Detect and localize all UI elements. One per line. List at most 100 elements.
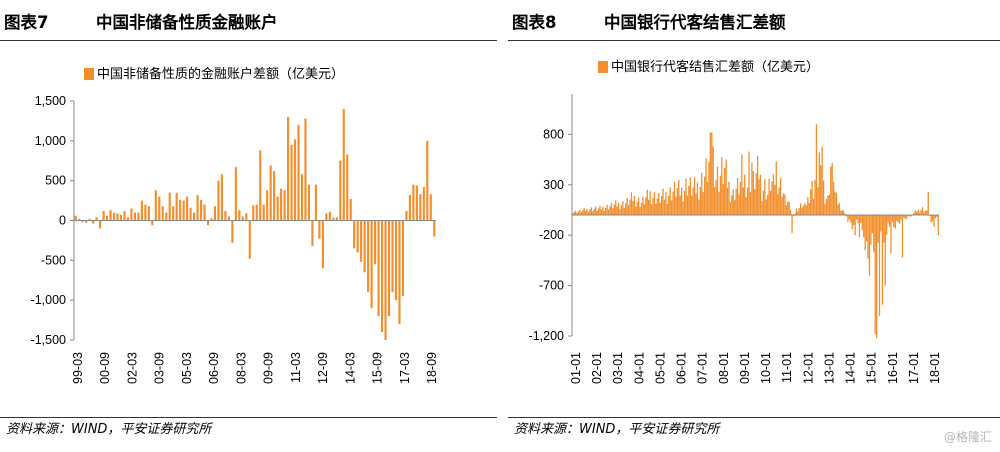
figure-number: 图表8 [512, 13, 557, 32]
bar [213, 206, 217, 221]
bar [716, 166, 719, 215]
bar [771, 181, 773, 215]
bar [630, 192, 633, 215]
x-tick-label: 17-03 [398, 352, 412, 384]
bar [203, 204, 206, 221]
bar [328, 211, 331, 221]
bar [297, 124, 300, 221]
bar [914, 210, 916, 215]
figure-title: 图表8 中国银行代客结售汇差额 [512, 8, 786, 38]
y-tick-label: 1,500 [35, 94, 66, 108]
bar [703, 176, 706, 215]
bar [255, 204, 258, 221]
bar [893, 215, 895, 228]
bar [283, 190, 286, 221]
bar [765, 199, 767, 215]
bar [603, 210, 605, 215]
bar [610, 202, 613, 215]
bar [832, 181, 835, 215]
watermark: @格隆汇 [943, 430, 992, 444]
y-tick-label: 300 [543, 178, 564, 192]
bar [620, 205, 623, 215]
bar [622, 201, 624, 215]
bar [738, 194, 740, 215]
bar [363, 220, 366, 273]
bar [772, 174, 775, 215]
bar [119, 214, 123, 221]
bar [810, 189, 812, 215]
bar [314, 184, 317, 221]
bar [266, 190, 269, 221]
bar [384, 220, 387, 340]
bar [821, 146, 823, 215]
bar [850, 215, 852, 223]
bar [695, 193, 697, 215]
bar [648, 199, 650, 215]
bar [714, 187, 716, 215]
bar [725, 159, 727, 215]
bar [586, 208, 588, 215]
bar [144, 204, 147, 221]
bar [625, 203, 627, 215]
legend: 中国非储备性质的金融账户差额（亿美元） [84, 66, 344, 82]
bar [904, 215, 906, 219]
bar [617, 202, 620, 215]
bar [784, 194, 786, 215]
bar [874, 215, 876, 334]
bar [356, 220, 359, 253]
bar [259, 150, 262, 221]
bar [426, 140, 429, 221]
bar [577, 211, 580, 215]
bar [606, 204, 608, 215]
x-tick-label: 05-01 [653, 352, 667, 384]
bar [133, 212, 136, 221]
bar [227, 216, 230, 221]
bar [590, 207, 592, 215]
bar [777, 194, 779, 215]
bar [865, 215, 868, 242]
bar [792, 215, 795, 217]
bar [652, 197, 654, 215]
bar [582, 210, 584, 215]
bar [907, 215, 909, 217]
legend-label: 中国银行代客结售汇差额（亿美元） [611, 59, 819, 75]
bar [920, 209, 922, 215]
bar [78, 218, 81, 221]
bar [593, 208, 595, 215]
bar [788, 201, 790, 215]
bar [300, 174, 304, 221]
bar [897, 215, 899, 223]
bar [335, 217, 338, 221]
bar [574, 210, 577, 215]
bar [374, 220, 377, 265]
bar [179, 199, 182, 221]
bar-chart: 中国银行代客结售汇差额（亿美元） 800 300 -200 -700 -1,200 01-0… [529, 59, 942, 384]
bar [769, 190, 772, 215]
bar [927, 191, 929, 215]
bar [887, 215, 889, 224]
bar [820, 165, 822, 215]
bar [745, 197, 747, 215]
bar [584, 210, 587, 215]
bar [923, 211, 925, 215]
bar [408, 195, 411, 221]
bar [752, 171, 754, 215]
x-tick-label: 18-09 [425, 352, 439, 384]
bar [708, 162, 710, 215]
bar [705, 158, 707, 215]
bar [116, 213, 119, 221]
bar [679, 195, 681, 215]
legend: 中国银行代客结售汇差额（亿美元） [598, 59, 819, 75]
bar [913, 212, 915, 215]
bar [929, 215, 931, 217]
bar [868, 215, 871, 276]
bar [597, 208, 600, 215]
bar [231, 220, 234, 243]
x-tick-label: 05-03 [180, 352, 194, 384]
bar [339, 160, 342, 221]
title-rule [508, 40, 1000, 41]
x-tick-label: 13-01 [822, 352, 836, 384]
bar [252, 205, 255, 221]
bar [774, 184, 776, 215]
bar [921, 207, 924, 215]
